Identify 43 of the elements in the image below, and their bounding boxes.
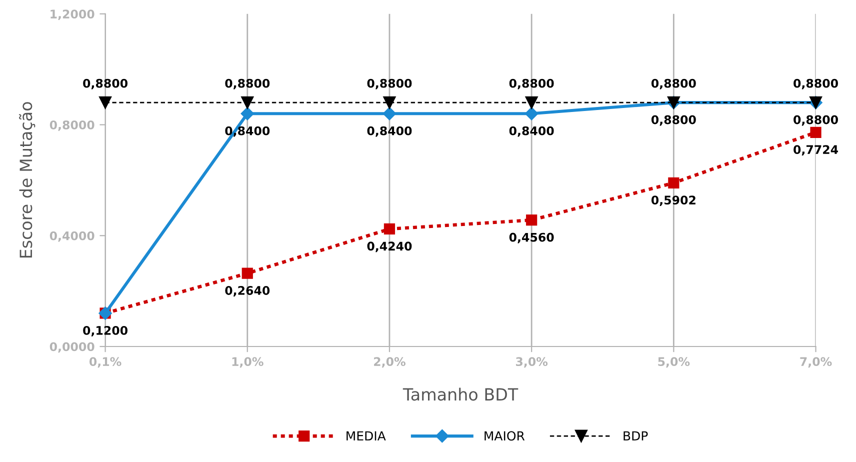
data-label: 0,8800 [367,78,412,90]
data-label: 0,8800 [794,78,838,90]
point [524,107,538,120]
legend-label: BDP [624,431,648,440]
data-label: 0,1200 [83,326,128,336]
point [240,107,254,120]
data-label: 0,8400 [509,126,554,137]
x-tick-label: 0,1% [89,357,122,368]
x-tick-label: 2,0% [374,357,406,368]
point [383,96,396,109]
data-label: 0,8800 [83,78,128,90]
data-label: 0,8800 [794,115,838,126]
point [382,107,396,120]
y-axis-title: Escore de Mutação [19,102,36,258]
data-label: 0,7724 [794,145,838,156]
data-label: 0,2640 [225,286,270,296]
point [525,96,538,109]
data-label: 0,8800 [509,78,554,90]
legend-label: MEDIA [346,431,386,440]
point [384,223,396,235]
data-label: 0,4240 [367,242,412,252]
x-tick-label: 7,0% [800,357,832,368]
point [668,177,680,188]
x-axis-title: Tamanho BDT [402,388,518,401]
legend-label: MAIOR [484,431,525,441]
data-label: 0,8800 [651,78,696,90]
data-label: 0,8800 [225,78,270,90]
y-tick-label: 1,2000 [50,10,94,20]
x-tick-label: 1,0% [232,357,264,368]
y-tick-label: 0,4000 [50,231,94,242]
data-label: 0,8400 [367,126,412,137]
point [810,126,822,138]
data-label: 0,5902 [651,196,696,206]
point [242,268,253,279]
x-tick-label: 5,0% [658,357,690,368]
data-label: 0,4560 [509,232,554,244]
data-label: 0,8800 [651,115,696,126]
y-tick-label: 0,0000 [50,342,94,353]
point [99,96,112,109]
point [526,214,538,226]
y-tick-label: 0,8000 [50,120,94,131]
x-tick-label: 3,0% [516,357,548,368]
point [241,96,254,109]
